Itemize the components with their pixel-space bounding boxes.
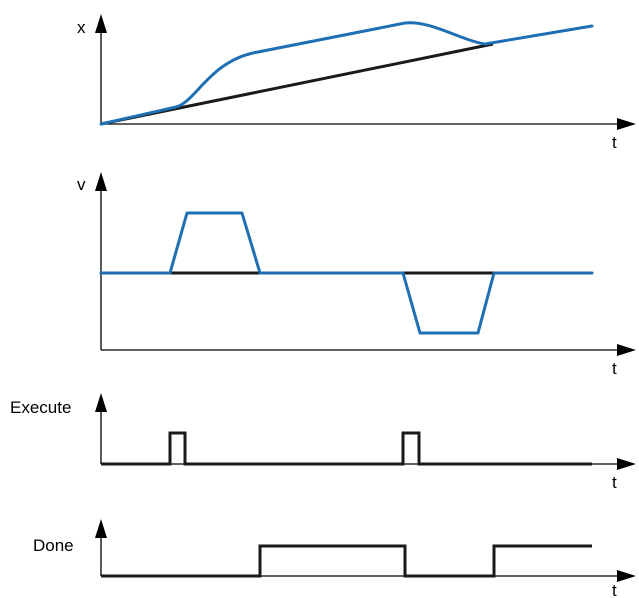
velocity-panel: v t (77, 172, 636, 378)
position-y-arrow (95, 14, 107, 33)
done-y-label: Done (33, 536, 74, 555)
velocity-y-arrow (95, 172, 107, 191)
done-signal (101, 544, 592, 578)
execute-x-arrow (617, 458, 636, 470)
position-x-label: t (612, 133, 617, 152)
done-x-arrow (617, 570, 636, 582)
velocity-x-arrow (617, 344, 636, 356)
position-x-arrow (617, 118, 636, 130)
execute-x-label: t (612, 473, 617, 492)
velocity-actual-curve (99, 211, 594, 335)
execute-y-label: Execute (10, 398, 71, 417)
done-x-label: t (612, 581, 617, 598)
position-actual-curve (99, 21, 594, 126)
execute-signal (101, 431, 592, 466)
done-y-arrow (95, 519, 107, 538)
execute-panel: Execute t (10, 393, 636, 492)
velocity-y-label: v (77, 175, 86, 194)
position-panel: x t (77, 14, 636, 152)
done-panel: Done t (33, 519, 636, 598)
execute-y-arrow (95, 393, 107, 412)
velocity-x-label: t (612, 359, 617, 378)
position-y-label: x (77, 18, 86, 37)
